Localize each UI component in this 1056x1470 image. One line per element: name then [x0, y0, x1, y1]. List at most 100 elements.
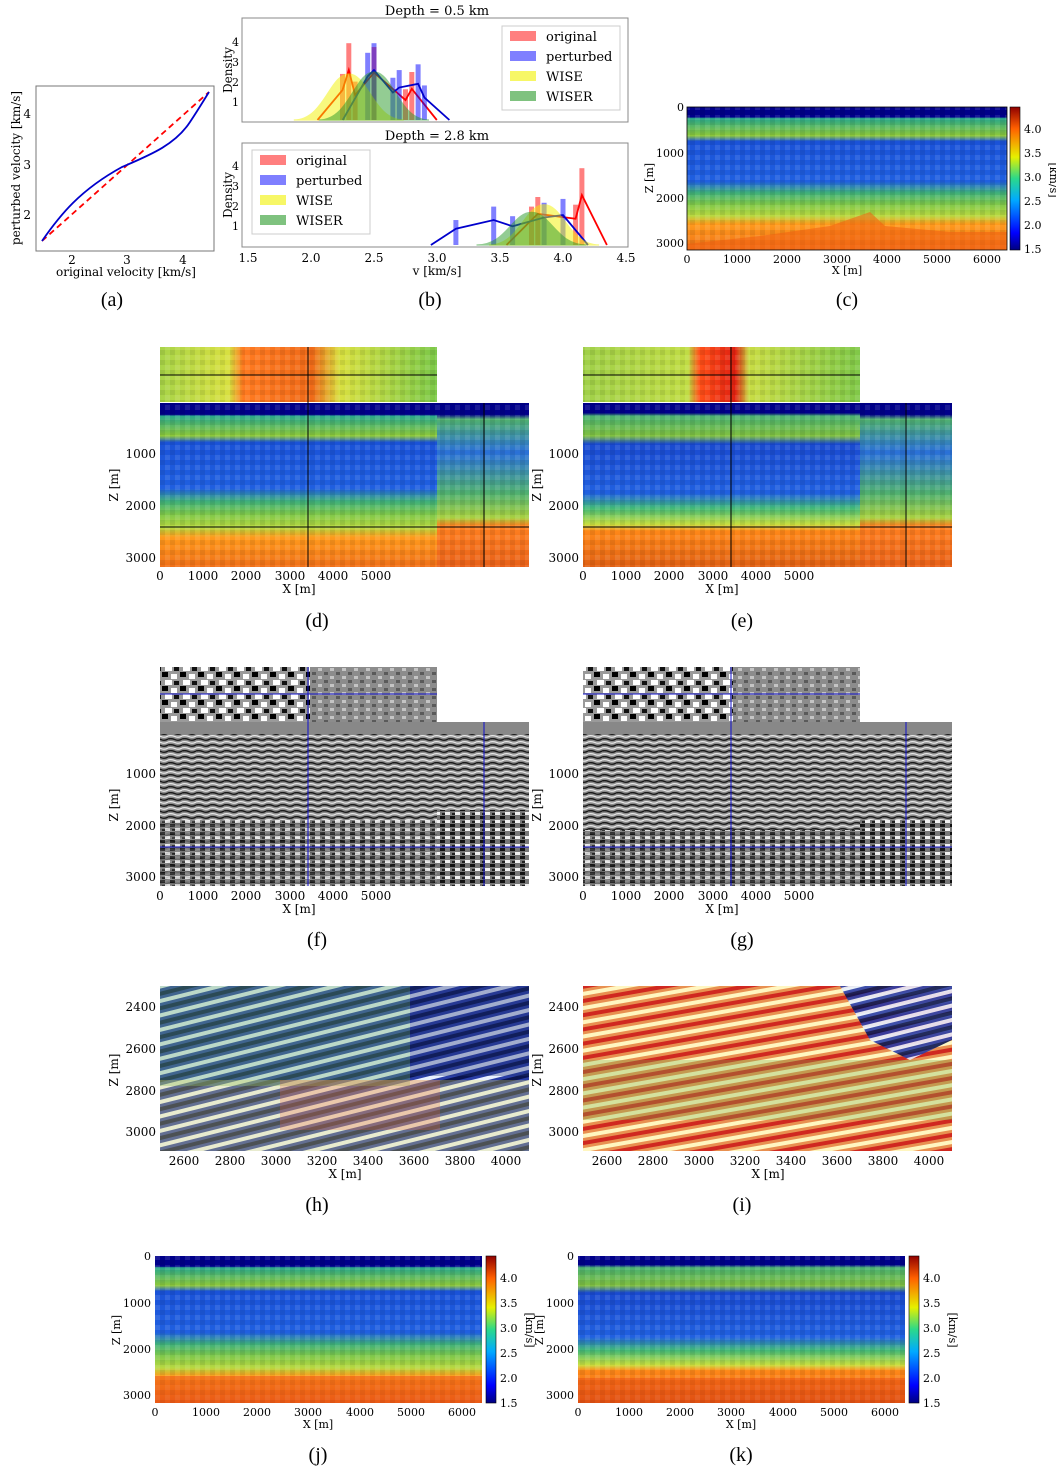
x-tick: 4000 — [769, 1406, 797, 1419]
x-tick: 1000 — [188, 569, 219, 583]
x-tick: 0 — [579, 569, 587, 583]
x-axis-label: X [m] — [705, 582, 738, 596]
x-tick: 4.0 — [553, 251, 572, 265]
hist-bar-perturbed — [421, 85, 427, 120]
cbar-tick: 4.0 — [500, 1272, 518, 1285]
x-tick: 2000 — [243, 1406, 271, 1419]
y-axis-label: Z [m] — [530, 1054, 544, 1087]
cbar-tick: 2.0 — [500, 1372, 518, 1385]
cbar-tick: 2.5 — [1024, 195, 1042, 208]
x-tick: 3400 — [776, 1154, 807, 1168]
y-axis-label: Z [m] — [107, 789, 121, 822]
bottom-histogram — [430, 168, 608, 246]
x-axis-label: v [km/s] — [412, 264, 462, 278]
panel-j: 4.0 3.5 3.0 2.5 2.0 1.5 [km/s] 0 1000 20… — [110, 1250, 536, 1466]
y-tick: 4 — [232, 160, 239, 173]
y-axis-label: Z [m] — [533, 1315, 546, 1345]
legend-swatch — [260, 155, 286, 165]
y-tick: 2400 — [548, 1000, 579, 1014]
x-tick: 3 — [123, 253, 131, 267]
x-tick: 2.0 — [301, 251, 320, 265]
x-tick: 3800 — [868, 1154, 899, 1168]
x-tick: 5000 — [361, 569, 392, 583]
hist-bar-original — [573, 204, 579, 245]
x-tick: 2600 — [592, 1154, 623, 1168]
caption: (e) — [731, 610, 753, 632]
caption: (f) — [307, 929, 327, 951]
y-tick: 3000 — [546, 1389, 574, 1402]
x-tick: 0 — [575, 1406, 582, 1419]
x-tick: 3200 — [730, 1154, 761, 1168]
x-tick: 2800 — [215, 1154, 246, 1168]
hist-bar-perturbed — [415, 64, 421, 120]
x-axis-label: original velocity [km/s] — [56, 265, 196, 279]
x-tick: 1.5 — [238, 251, 257, 265]
y-tick: 2800 — [125, 1084, 156, 1098]
bottom-title: Depth = 2.8 km — [385, 129, 489, 144]
y-axis-label: Density — [221, 47, 235, 93]
x-tick: 2000 — [654, 569, 685, 583]
density-area-WISER — [476, 211, 587, 246]
x-tick: 4000 — [741, 889, 772, 903]
x-tick: 0 — [156, 569, 164, 583]
x-tick: 5000 — [397, 1406, 425, 1419]
y-tick: 1 — [232, 96, 239, 109]
x-tick: 3600 — [399, 1154, 430, 1168]
x-tick: 6000 — [871, 1406, 899, 1419]
panel-f: 1000 2000 3000 0 1000 2000 3000 4000 500… — [107, 667, 529, 951]
legend-swatch — [260, 195, 286, 205]
x-tick: 3000 — [717, 1406, 745, 1419]
x-tick: 1000 — [611, 569, 642, 583]
y-tick: 4 — [23, 107, 31, 121]
panel-e: 1000 2000 3000 0 1000 2000 3000 4000 500… — [530, 347, 952, 632]
legend-top: original perturbed WISE WISER — [501, 25, 621, 111]
legend-label: WISE — [546, 70, 583, 85]
x-tick: 2800 — [638, 1154, 669, 1168]
cbar-tick: 4.0 — [923, 1272, 941, 1285]
x-tick: 2000 — [773, 253, 801, 266]
y-tick: 2800 — [548, 1084, 579, 1098]
x-tick: 3000 — [275, 569, 306, 583]
x-tick: 4.5 — [616, 251, 635, 265]
legend-label: perturbed — [546, 50, 612, 65]
legend-swatch — [260, 215, 286, 225]
y-tick: 2600 — [125, 1042, 156, 1056]
caption: (i) — [733, 1194, 752, 1216]
caption: (g) — [730, 929, 753, 951]
x-tick: 1000 — [192, 1406, 220, 1419]
y-tick: 2000 — [123, 1343, 151, 1356]
y-tick: 3 — [232, 180, 239, 193]
top-histogram — [293, 43, 451, 121]
x-tick: 3000 — [275, 889, 306, 903]
cbar-tick: 3.5 — [500, 1297, 518, 1310]
hist-bar-perturbed — [396, 70, 402, 120]
x-tick: 1000 — [188, 889, 219, 903]
y-tick: 2 — [23, 208, 31, 222]
y-tick: 0 — [567, 1250, 574, 1263]
legend-swatch — [510, 91, 536, 101]
y-tick: 3000 — [123, 1389, 151, 1402]
x-tick: 4000 — [491, 1154, 522, 1168]
y-tick: 3000 — [548, 870, 579, 884]
y-tick: 1000 — [656, 147, 684, 160]
legend-label: perturbed — [296, 174, 362, 189]
legend-label: WISE — [296, 194, 333, 209]
y-tick: 3 — [232, 56, 239, 69]
colorbar — [908, 1255, 920, 1404]
x-tick: 4000 — [318, 569, 349, 583]
y-tick: 2400 — [125, 1000, 156, 1014]
x-axis-label: X [m] — [726, 1418, 756, 1431]
x-tick: 0 — [579, 889, 587, 903]
y-tick: 3 — [23, 158, 31, 172]
caption: (b) — [418, 289, 441, 311]
panel-c: 4.0 3.5 3.0 2.5 2.0 1.5 [km/s] 0 1000 20… — [643, 101, 1056, 311]
y-tick: 1000 — [123, 1297, 151, 1310]
x-tick: 4000 — [741, 569, 772, 583]
x-tick: 2.5 — [364, 251, 383, 265]
cbar-tick: 2.0 — [1024, 219, 1042, 232]
x-axis-label: X [m] — [751, 1167, 784, 1181]
x-tick: 2000 — [654, 889, 685, 903]
cbar-tick: 2.5 — [923, 1347, 941, 1360]
hist-bar-original — [579, 168, 585, 245]
